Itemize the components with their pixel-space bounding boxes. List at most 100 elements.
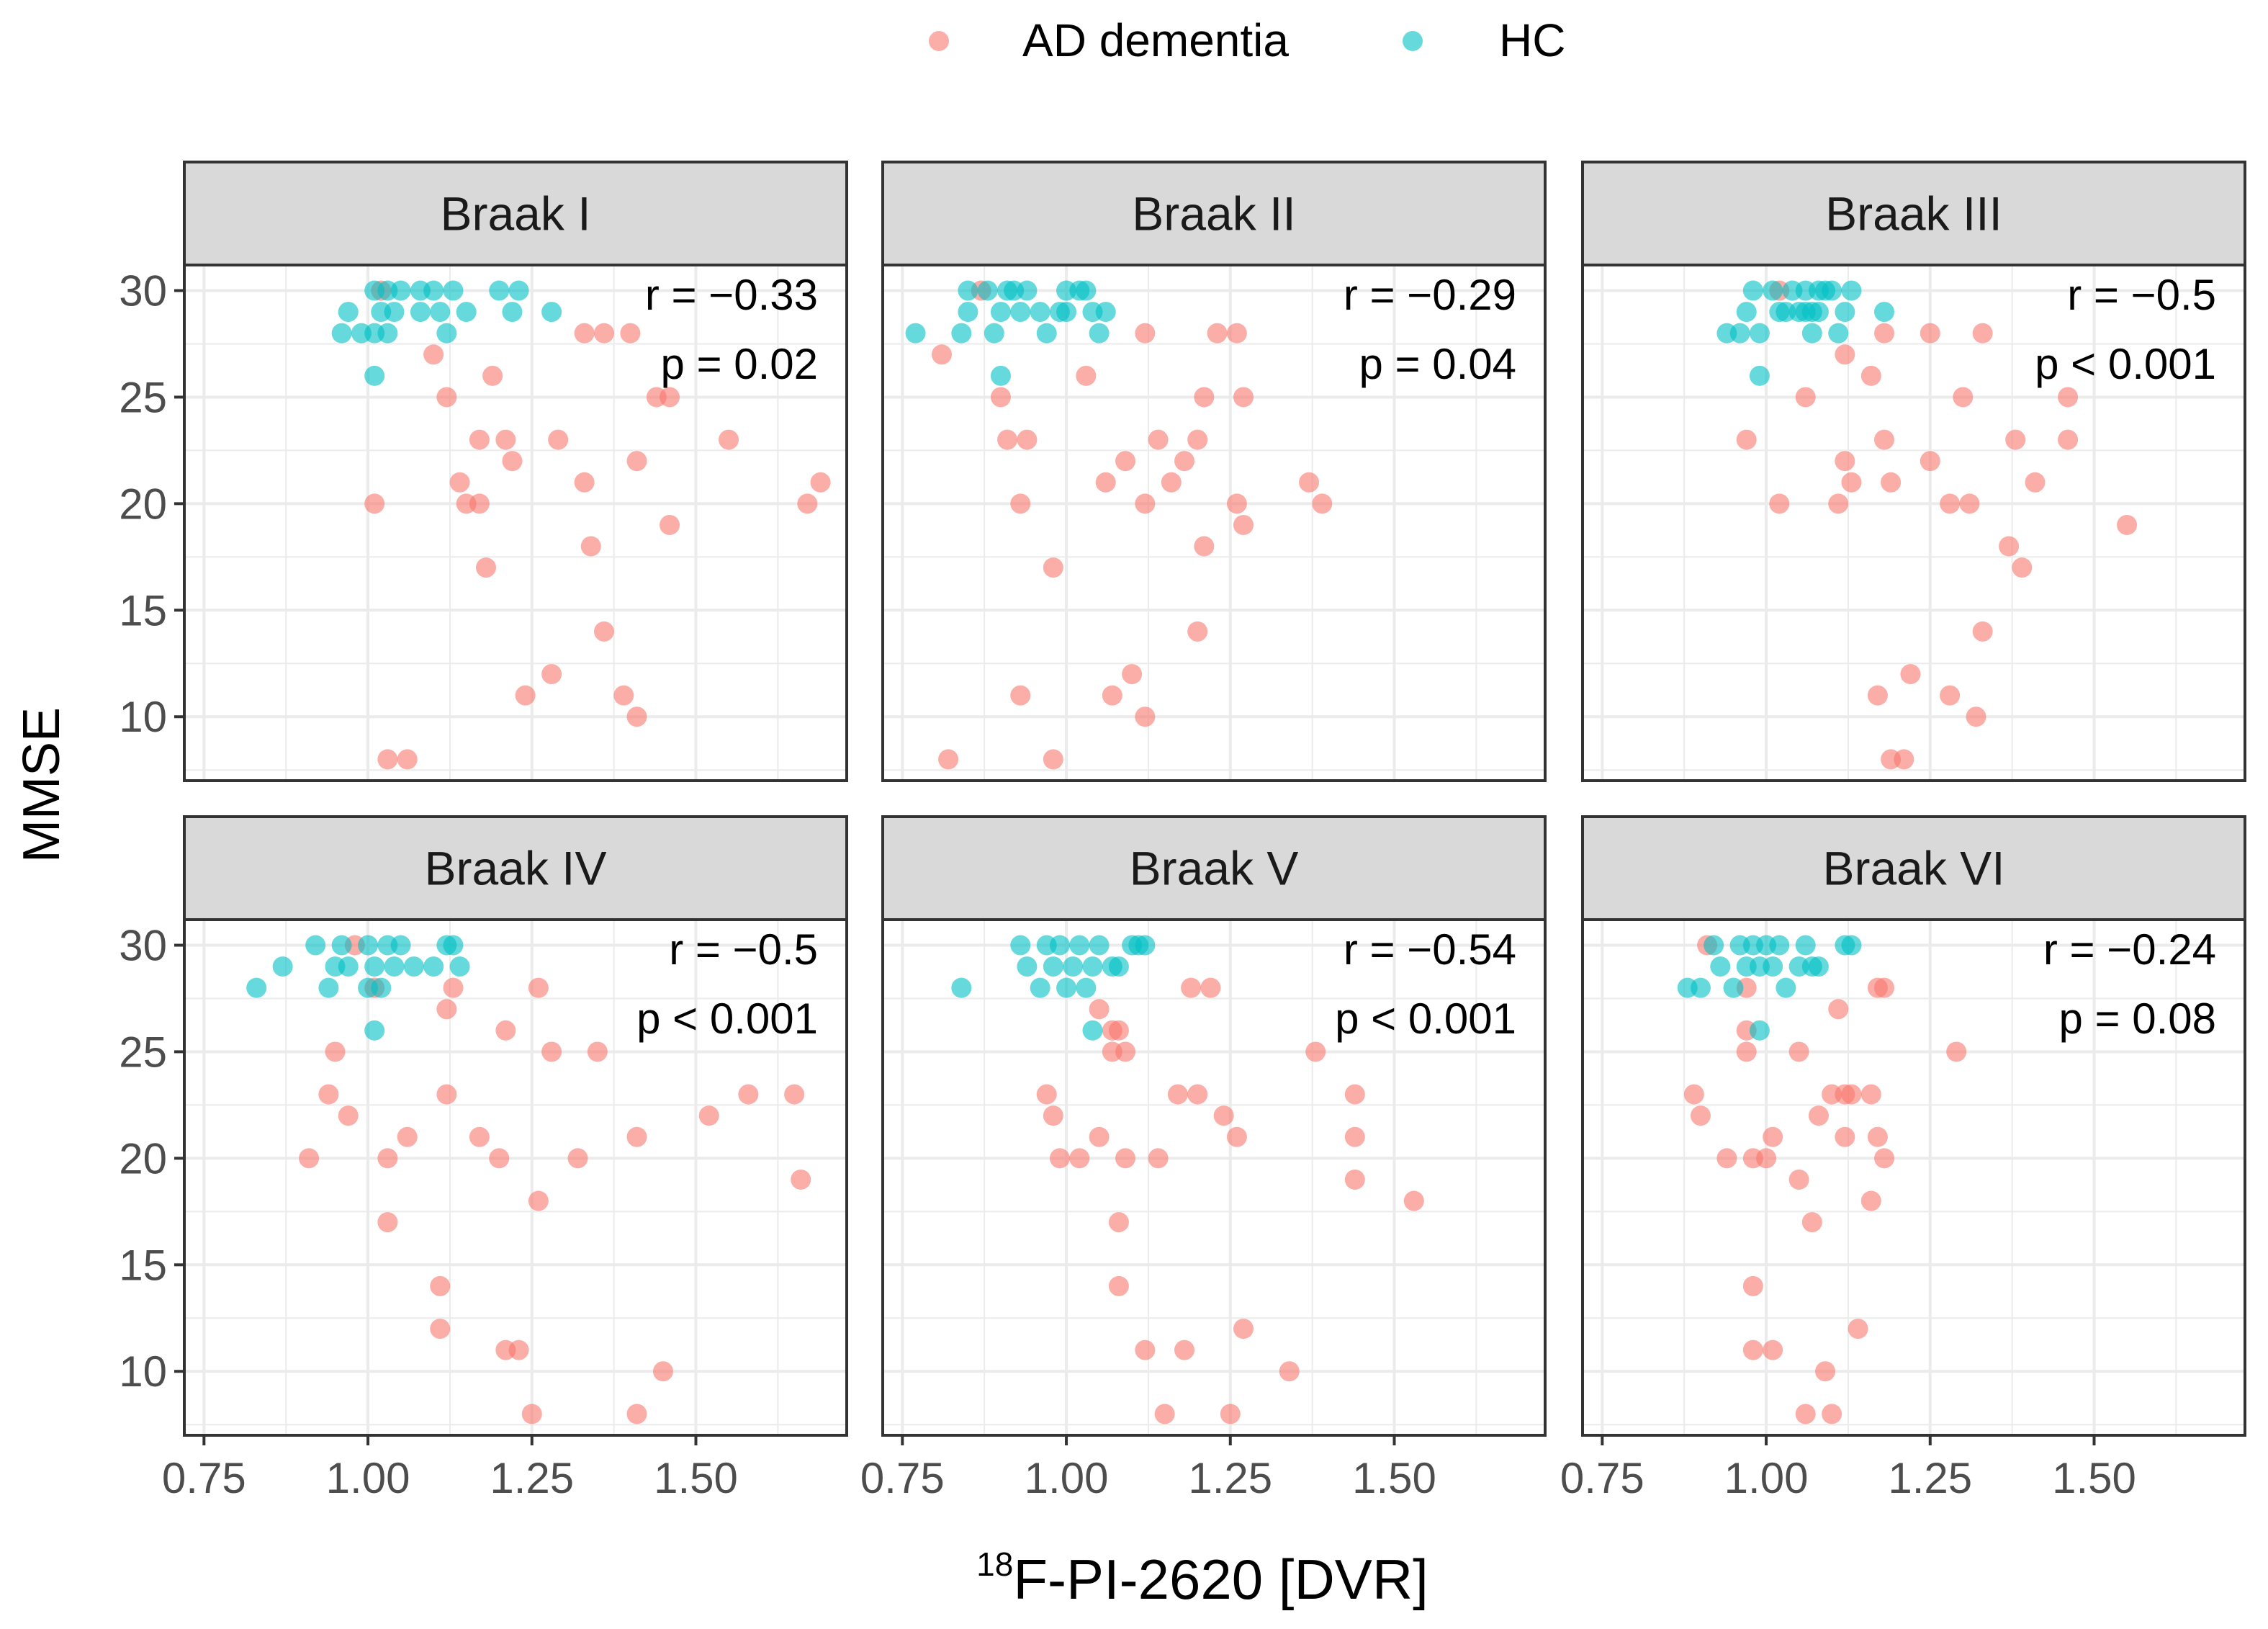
data-point-ad-dementia bbox=[1076, 365, 1097, 386]
data-point-ad-dementia bbox=[1161, 472, 1182, 493]
data-point-hc bbox=[390, 935, 411, 956]
data-point-hc bbox=[331, 323, 352, 344]
data-point-ad-dementia bbox=[1089, 999, 1110, 1020]
data-point-ad-dementia bbox=[1305, 1041, 1326, 1062]
data-point-ad-dementia bbox=[1089, 1126, 1110, 1147]
data-point-hc bbox=[443, 935, 464, 956]
data-point-ad-dementia bbox=[1174, 451, 1195, 472]
data-point-ad-dementia bbox=[1946, 1041, 1967, 1062]
data-point-hc bbox=[1082, 956, 1103, 977]
data-point-ad-dementia bbox=[1683, 1084, 1704, 1105]
data-point-ad-dementia bbox=[1763, 1339, 1783, 1360]
plot-background bbox=[1583, 920, 2245, 1435]
x-axis-title-main: F-PI-2620 [DVR] bbox=[1013, 1548, 1428, 1611]
data-point-ad-dementia bbox=[515, 685, 536, 706]
panel-border bbox=[1581, 264, 2246, 782]
data-point-hc bbox=[305, 935, 326, 956]
legend-key-hc bbox=[1403, 31, 1423, 51]
data-point-ad-dementia bbox=[1135, 706, 1156, 727]
data-point-hc bbox=[1089, 323, 1110, 344]
data-point-ad-dementia bbox=[2058, 429, 2079, 450]
data-point-ad-dementia bbox=[436, 999, 457, 1020]
data-point-hc bbox=[272, 956, 293, 977]
data-point-ad-dementia bbox=[931, 344, 952, 365]
p-value-label: p < 0.001 bbox=[1335, 995, 1516, 1043]
data-point-hc bbox=[371, 977, 392, 998]
data-point-hc bbox=[951, 977, 972, 998]
data-point-hc bbox=[977, 280, 998, 301]
data-point-ad-dementia bbox=[1841, 472, 1862, 493]
data-point-ad-dementia bbox=[1769, 493, 1790, 514]
data-point-ad-dementia bbox=[318, 1084, 339, 1105]
data-point-hc bbox=[364, 1020, 385, 1041]
data-point-ad-dementia bbox=[1808, 1105, 1829, 1126]
y-tick-label: 25 bbox=[119, 1028, 167, 1076]
data-point-ad-dementia bbox=[1835, 451, 1855, 472]
data-point-hc bbox=[1010, 302, 1031, 323]
data-point-ad-dementia bbox=[1822, 1404, 1842, 1424]
data-point-ad-dementia bbox=[1972, 621, 1993, 642]
data-point-hc bbox=[384, 302, 405, 323]
facet-panel-braak-vi: Braak VI r = −0.24 p = 0.08 0.75 1.00 1.25 1.5… bbox=[1560, 815, 2246, 1502]
data-point-ad-dementia bbox=[482, 365, 503, 386]
data-point-ad-dementia bbox=[1867, 685, 1888, 706]
data-point-ad-dementia bbox=[2058, 387, 2079, 408]
facet-title: Braak V bbox=[1130, 842, 1299, 895]
data-point-ad-dementia bbox=[1848, 1319, 1868, 1339]
data-point-hc bbox=[502, 302, 523, 323]
gridlines bbox=[184, 920, 847, 1435]
y-tick-label: 15 bbox=[119, 1241, 167, 1289]
data-point-ad-dementia bbox=[574, 323, 595, 344]
data-point-hc bbox=[443, 280, 464, 301]
data-point-ad-dementia bbox=[1881, 472, 1902, 493]
data-point-ad-dementia bbox=[1312, 493, 1333, 514]
p-value-label: p < 0.001 bbox=[2035, 340, 2216, 388]
data-point-ad-dementia bbox=[1860, 1084, 1881, 1105]
data-point-ad-dementia bbox=[1233, 1319, 1254, 1339]
y-tick-label: 30 bbox=[119, 922, 167, 970]
data-point-hc bbox=[1841, 280, 1862, 301]
x-tick-label: 1.50 bbox=[2052, 1454, 2136, 1502]
y-tick-label: 25 bbox=[119, 373, 167, 421]
data-point-hc bbox=[1056, 302, 1077, 323]
data-point-hc bbox=[1808, 956, 1829, 977]
data-point-hc bbox=[1822, 280, 1842, 301]
data-point-hc bbox=[1108, 956, 1129, 977]
y-tick-label: 30 bbox=[119, 267, 167, 315]
data-point-ad-dementia bbox=[593, 621, 614, 642]
x-tick-label: 1.00 bbox=[326, 1454, 410, 1502]
data-point-ad-dementia bbox=[1874, 429, 1895, 450]
data-point-ad-dementia bbox=[1115, 1041, 1136, 1062]
data-point-ad-dementia bbox=[1867, 1126, 1888, 1147]
facet-strip bbox=[183, 815, 848, 921]
data-point-ad-dementia bbox=[528, 1190, 549, 1211]
data-point-ad-dementia bbox=[397, 1126, 418, 1147]
data-point-hc bbox=[541, 302, 562, 323]
data-point-hc bbox=[1763, 956, 1783, 977]
data-point-ad-dementia bbox=[626, 1404, 647, 1424]
correlation-r-label: r = −0.5 bbox=[2067, 271, 2216, 319]
data-point-hc bbox=[1030, 977, 1050, 998]
data-point-ad-dementia bbox=[1403, 1190, 1424, 1211]
data-point-ad-dementia bbox=[521, 1404, 542, 1424]
data-point-ad-dementia bbox=[1194, 536, 1215, 557]
data-point-hc bbox=[1076, 280, 1097, 301]
data-point-ad-dementia bbox=[1828, 999, 1849, 1020]
data-point-ad-dementia bbox=[580, 536, 601, 557]
data-point-hc bbox=[1795, 935, 1816, 956]
data-point-ad-dementia bbox=[1690, 1105, 1711, 1126]
data-point-hc bbox=[364, 323, 385, 344]
data-point-hc bbox=[1742, 280, 1763, 301]
data-point-ad-dementia bbox=[2025, 472, 2046, 493]
data-point-ad-dementia bbox=[1115, 451, 1136, 472]
data-point-ad-dementia bbox=[1122, 664, 1143, 685]
legend-label-ad-dementia: AD dementia bbox=[1022, 14, 1289, 66]
data-point-ad-dementia bbox=[620, 323, 641, 344]
facet-panel-braak-v: Braak V r = −0.54 p < 0.001 0.75 1.00 1.25 1.5… bbox=[860, 815, 1547, 1502]
data-point-ad-dementia bbox=[1036, 1084, 1057, 1105]
data-point-hc bbox=[331, 935, 352, 956]
data-point-ad-dementia bbox=[541, 664, 562, 685]
data-point-ad-dementia bbox=[1874, 1148, 1895, 1169]
data-point-ad-dementia bbox=[997, 429, 1018, 450]
